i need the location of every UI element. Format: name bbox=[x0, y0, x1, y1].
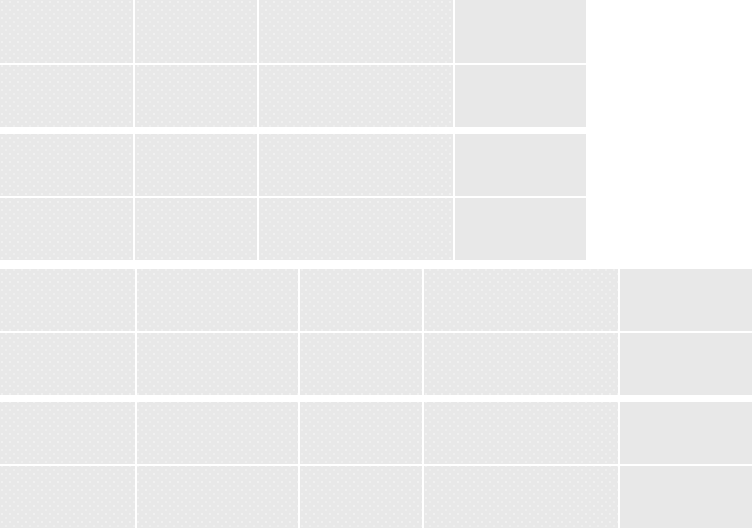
image-tile[interactable] bbox=[424, 269, 618, 331]
image-tile[interactable] bbox=[0, 65, 133, 127]
image-tile[interactable] bbox=[259, 65, 453, 127]
image-tile[interactable] bbox=[259, 198, 453, 260]
image-tile[interactable] bbox=[259, 134, 453, 196]
image-tile[interactable] bbox=[0, 269, 135, 331]
image-tile[interactable] bbox=[620, 402, 752, 464]
image-tile[interactable] bbox=[0, 333, 135, 395]
image-tile[interactable] bbox=[137, 466, 298, 528]
image-tile[interactable] bbox=[0, 0, 133, 63]
image-tile[interactable] bbox=[259, 0, 453, 63]
image-tile[interactable] bbox=[300, 466, 422, 528]
image-tile[interactable] bbox=[137, 333, 298, 395]
image-tile[interactable] bbox=[135, 0, 257, 63]
image-tile[interactable] bbox=[137, 269, 298, 331]
image-tile[interactable] bbox=[300, 333, 422, 395]
image-tile[interactable] bbox=[135, 198, 257, 260]
image-tile[interactable] bbox=[0, 134, 133, 196]
image-tile[interactable] bbox=[620, 466, 752, 528]
image-tile[interactable] bbox=[424, 402, 618, 464]
image-tile[interactable] bbox=[135, 65, 257, 127]
image-tile[interactable] bbox=[300, 402, 422, 464]
image-tile[interactable] bbox=[455, 198, 586, 260]
image-tile[interactable] bbox=[0, 198, 133, 260]
image-tile[interactable] bbox=[455, 0, 586, 63]
image-tile[interactable] bbox=[0, 402, 135, 464]
image-tile[interactable] bbox=[0, 466, 135, 528]
image-tile[interactable] bbox=[455, 134, 586, 196]
image-tile[interactable] bbox=[424, 466, 618, 528]
image-tile[interactable] bbox=[137, 402, 298, 464]
image-tile[interactable] bbox=[135, 134, 257, 196]
image-tile[interactable] bbox=[620, 333, 752, 395]
image-tile[interactable] bbox=[300, 269, 422, 331]
image-tile[interactable] bbox=[620, 269, 752, 331]
image-tile[interactable] bbox=[455, 65, 586, 127]
image-tile[interactable] bbox=[424, 333, 618, 395]
